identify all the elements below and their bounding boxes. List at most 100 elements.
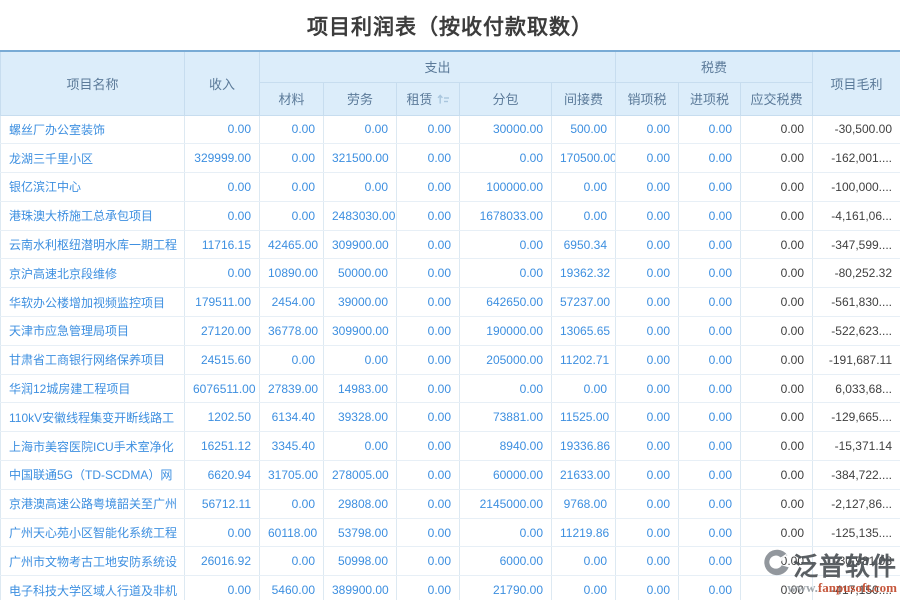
project-name-link[interactable]: 广州天心苑小区智能化系统工程	[0, 518, 185, 548]
input-tax-cell: 0.00	[678, 575, 742, 600]
project-name-link[interactable]: 云南水利枢纽潜明水库一期工程	[0, 230, 185, 260]
labor-cell: 39328.00	[323, 402, 397, 433]
payable-tax-cell: 0.00	[740, 287, 814, 318]
lease-cell: 0.00	[396, 201, 460, 231]
sort-icon[interactable]	[436, 93, 450, 108]
input-tax-cell: 0.00	[678, 287, 742, 318]
input-tax-cell: 0.00	[678, 201, 742, 231]
lease-cell: 0.00	[396, 230, 460, 260]
output-tax-cell: 0.00	[615, 575, 680, 600]
col-header-output-tax[interactable]: 销项税	[615, 81, 680, 116]
income-cell: 179511.00	[184, 287, 260, 318]
col-header-payable-tax[interactable]: 应交税费	[740, 81, 814, 116]
col-header-input-tax[interactable]: 进项税	[678, 81, 742, 116]
col-header-gross-profit[interactable]: 项目毛利	[812, 50, 900, 116]
income-cell: 16251.12	[184, 431, 260, 462]
subcontract-cell: 30000.00	[459, 115, 552, 145]
project-name-link[interactable]: 华软办公楼增加视频监控项目	[0, 287, 185, 318]
subcontract-cell: 21790.00	[459, 575, 552, 600]
gross-profit-cell: -191,687.11	[812, 345, 900, 375]
input-tax-cell: 0.00	[678, 546, 742, 577]
output-tax-cell: 0.00	[615, 115, 680, 145]
project-name-link[interactable]: 上海市美容医院ICU手术室净化	[0, 431, 185, 462]
col-group-expense: 支出	[258, 50, 617, 83]
table-header: 项目名称 收入 支出 税费 项目毛利 材料 劳务 租赁 分包 间接费 销项税 进…	[0, 50, 900, 116]
lease-cell: 0.00	[396, 115, 460, 145]
col-header-material[interactable]: 材料	[259, 81, 324, 116]
payable-tax-cell: 0.00	[740, 489, 814, 519]
project-name-link[interactable]: 龙湖三千里小区	[0, 143, 185, 174]
payable-tax-cell: 0.00	[740, 115, 814, 145]
lease-cell: 0.00	[396, 374, 460, 404]
indirect-cell: 11219.86	[551, 518, 617, 548]
gross-profit-cell: -417,150....	[812, 575, 900, 600]
material-cell: 2454.00	[259, 287, 324, 318]
page-title: 项目利润表（按收付款取数）	[307, 16, 593, 39]
indirect-cell: 57237.00	[551, 287, 617, 318]
subcontract-cell: 2145000.00	[459, 489, 552, 519]
table-body: 螺丝厂办公室装饰 0.00 0.00 0.00 0.00 30000.00 500.00 0.…	[0, 115, 900, 600]
material-cell: 0.00	[259, 489, 324, 519]
col-header-project[interactable]: 项目名称	[0, 50, 185, 116]
table-row: 电子科技大学区域人行道及非机 0.00 5460.00 389900.00 0.00 21…	[0, 575, 900, 600]
col-header-indirect-label: 间接费	[564, 92, 604, 107]
labor-cell: 0.00	[323, 115, 397, 145]
project-name-link[interactable]: 螺丝厂办公室装饰	[0, 115, 185, 145]
indirect-cell: 0.00	[551, 374, 617, 404]
col-header-input-tax-label: 进项税	[690, 92, 730, 107]
material-cell: 0.00	[259, 115, 324, 145]
income-cell: 11716.15	[184, 230, 260, 260]
project-name-link[interactable]: 中国联通5G（TD-SCDMA）网	[0, 460, 185, 490]
gross-profit-cell: -100,000....	[812, 172, 900, 202]
input-tax-cell: 0.00	[678, 258, 742, 289]
lease-cell: 0.00	[396, 460, 460, 490]
project-name-link[interactable]: 港珠澳大桥施工总承包项目	[0, 201, 185, 231]
project-name-link[interactable]: 京港澳高速公路粤境韶关至广州	[0, 489, 185, 519]
subcontract-cell: 642650.00	[459, 287, 552, 318]
lease-cell: 0.00	[396, 489, 460, 519]
project-name-link[interactable]: 110kV安徽线程集变开断线路工	[0, 402, 185, 433]
project-name-link[interactable]: 甘肃省工商银行网络保养项目	[0, 345, 185, 375]
col-header-lease[interactable]: 租赁	[396, 81, 460, 116]
payable-tax-cell: 0.00	[740, 460, 814, 490]
gross-profit-cell: -347,599....	[812, 230, 900, 260]
labor-cell: 53798.00	[323, 518, 397, 548]
project-name-link[interactable]: 天津市应急管理局项目	[0, 316, 185, 346]
project-name-link[interactable]: 电子科技大学区域人行道及非机	[0, 575, 185, 600]
indirect-cell: 21633.00	[551, 460, 617, 490]
project-name-link[interactable]: 广州市文物考古工地安防系统设	[0, 546, 185, 577]
output-tax-cell: 0.00	[615, 546, 680, 577]
project-name-link[interactable]: 华润12城房建工程项目	[0, 374, 185, 404]
col-header-income[interactable]: 收入	[184, 50, 260, 116]
labor-cell: 0.00	[323, 431, 397, 462]
lease-cell: 0.00	[396, 518, 460, 548]
project-name-link[interactable]: 京沪高速北京段维修	[0, 258, 185, 289]
material-cell: 3345.40	[259, 431, 324, 462]
table-row: 中国联通5G（TD-SCDMA）网 6620.94 31705.00 278005.0…	[0, 460, 900, 490]
output-tax-cell: 0.00	[615, 316, 680, 346]
output-tax-cell: 0.00	[615, 460, 680, 490]
payable-tax-cell: 0.00	[740, 316, 814, 346]
income-cell: 0.00	[184, 575, 260, 600]
subcontract-cell: 1678033.00	[459, 201, 552, 231]
material-cell: 0.00	[259, 546, 324, 577]
col-header-subcontract[interactable]: 分包	[459, 81, 552, 116]
col-header-output-tax-label: 销项税	[627, 92, 667, 107]
col-header-labor[interactable]: 劳务	[323, 81, 397, 116]
table-row: 上海市美容医院ICU手术室净化 16251.12 3345.40 0.00 0.00 89…	[0, 431, 900, 462]
labor-cell: 2483030.00	[323, 201, 397, 231]
payable-tax-cell: 0.00	[740, 402, 814, 433]
gross-profit-cell: -125,135....	[812, 518, 900, 548]
material-cell: 31705.00	[259, 460, 324, 490]
output-tax-cell: 0.00	[615, 258, 680, 289]
col-header-indirect[interactable]: 间接费	[550, 81, 617, 116]
indirect-cell: 9768.00	[551, 489, 617, 519]
subcontract-cell: 8940.00	[459, 431, 552, 462]
input-tax-cell: 0.00	[678, 431, 742, 462]
project-name-link[interactable]: 银亿滨江中心	[0, 172, 185, 202]
payable-tax-cell: 0.00	[740, 258, 814, 289]
material-cell: 0.00	[259, 345, 324, 375]
indirect-cell: 170500.00	[551, 143, 617, 174]
gross-profit-cell: -162,001....	[812, 143, 900, 174]
output-tax-cell: 0.00	[615, 201, 680, 231]
